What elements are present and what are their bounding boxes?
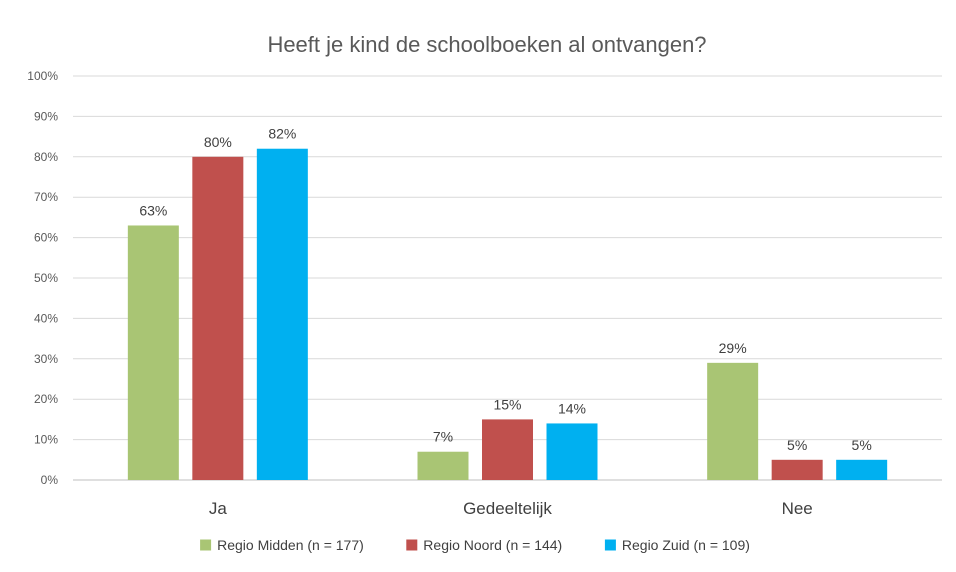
- bar-gedeeltelijk-series-1: [482, 419, 533, 480]
- y-tick-label: 70%: [34, 190, 58, 204]
- category-label: Ja: [209, 499, 228, 518]
- chart-title: Heeft je kind de schoolboeken al ontvang…: [267, 32, 706, 57]
- y-tick-label: 100%: [27, 69, 58, 83]
- data-label: 80%: [204, 134, 232, 150]
- bar-nee-series-0: [707, 362, 759, 480]
- data-label: 82%: [268, 126, 296, 142]
- legend-swatch: [604, 539, 616, 551]
- data-label: 7%: [433, 429, 453, 445]
- data-label: 15%: [493, 396, 521, 412]
- legend-item-0: Regio Midden (n = 177): [200, 537, 364, 553]
- bar-gedeeltelijk-series-2: [546, 423, 598, 480]
- x-axis-categories: Ja Gedeeltelijk Nee: [209, 499, 813, 518]
- y-tick-label: 50%: [34, 271, 58, 285]
- category-label: Nee: [782, 499, 813, 518]
- bar-nee-series-2: [836, 459, 888, 480]
- data-labels: 63% 80% 82% 7% 15% 14% 29% 5% 5%: [139, 126, 871, 453]
- data-label: 5%: [787, 437, 807, 453]
- data-label: 5%: [852, 437, 872, 453]
- bar-ja-series-0: [127, 225, 179, 480]
- bar-ja-series-1: [192, 156, 244, 481]
- data-label: 14%: [558, 400, 586, 416]
- y-tick-label: 90%: [34, 109, 58, 123]
- data-label: 29%: [719, 340, 747, 356]
- y-tick-label: 60%: [34, 231, 58, 245]
- bar-gedeeltelijk-series-0: [417, 451, 469, 480]
- legend-item-1: Regio Noord (n = 144): [406, 537, 562, 553]
- bar-nee-series-1: [771, 459, 823, 480]
- bar-ja-series-2: [256, 148, 308, 480]
- category-label: Gedeeltelijk: [463, 499, 552, 518]
- legend-item-2: Regio Zuid (n = 109): [604, 537, 750, 553]
- y-tick-label: 20%: [34, 392, 58, 406]
- legend: Regio Midden (n = 177) Regio Noord (n = 1…: [200, 537, 750, 553]
- y-tick-label: 80%: [34, 150, 58, 164]
- y-axis-ticks: 0% 10% 20% 30% 40% 50% 60% 70% 80% 90% 100%: [27, 69, 58, 487]
- legend-label: Regio Noord (n = 144): [423, 537, 562, 553]
- data-label: 63%: [139, 202, 167, 218]
- y-tick-label: 10%: [34, 433, 58, 447]
- legend-label: Regio Zuid (n = 109): [622, 537, 750, 553]
- bars: [127, 148, 888, 481]
- legend-swatch: [200, 539, 212, 551]
- legend-swatch: [406, 539, 418, 551]
- y-tick-label: 30%: [34, 352, 58, 366]
- legend-label: Regio Midden (n = 177): [217, 537, 364, 553]
- y-tick-label: 0%: [41, 473, 59, 487]
- y-tick-label: 40%: [34, 311, 58, 325]
